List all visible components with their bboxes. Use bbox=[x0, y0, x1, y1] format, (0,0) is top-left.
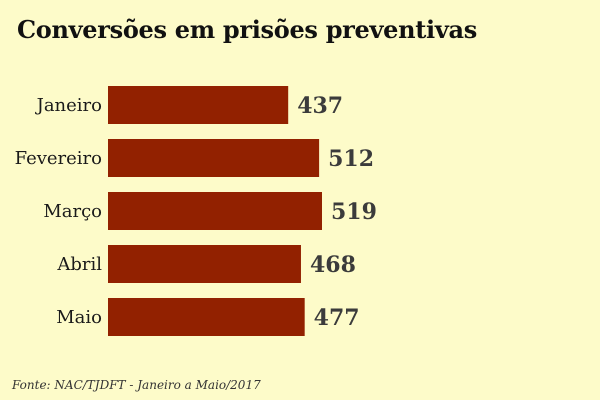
bar-abril bbox=[108, 245, 301, 283]
source-note: Fonte: NAC/TJDFT - Janeiro a Maio/2017 bbox=[12, 378, 261, 392]
category-label-abril: Abril bbox=[56, 254, 102, 275]
category-label-fevereiro: Fevereiro bbox=[15, 148, 102, 169]
category-label-marco: Março bbox=[43, 201, 102, 222]
value-label-marco: 519 bbox=[331, 199, 377, 225]
value-label-abril: 468 bbox=[310, 252, 356, 278]
category-label-janeiro: Janeiro bbox=[35, 95, 102, 116]
value-label-maio: 477 bbox=[314, 305, 360, 331]
value-label-fevereiro: 512 bbox=[328, 146, 374, 172]
chart-title: Conversões em prisões preventivas bbox=[17, 15, 477, 44]
bar-maio bbox=[108, 298, 305, 336]
category-label-maio: Maio bbox=[56, 307, 102, 328]
bar-fevereiro bbox=[108, 139, 320, 177]
value-label-janeiro: 437 bbox=[297, 93, 343, 119]
bar-janeiro bbox=[108, 86, 289, 124]
bar-marco bbox=[108, 192, 322, 230]
